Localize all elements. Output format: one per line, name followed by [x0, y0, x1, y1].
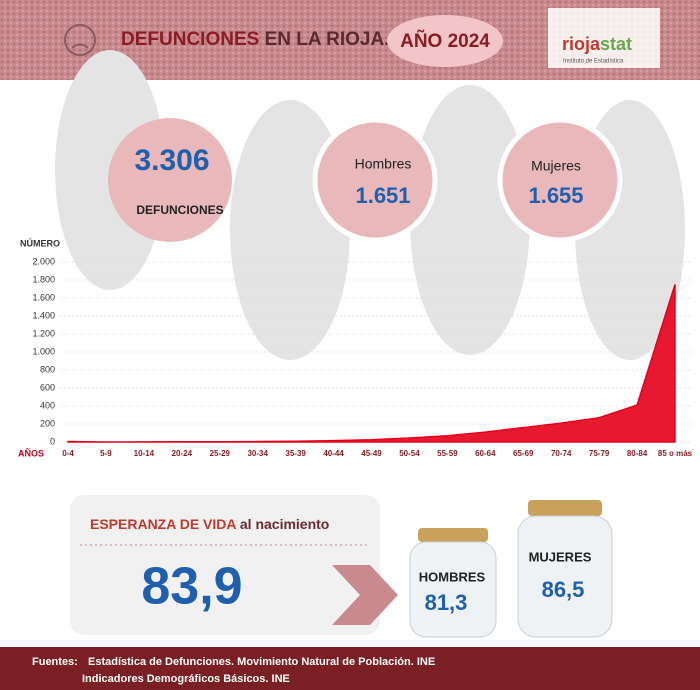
arrow — [332, 565, 398, 625]
men-jar-value: 81,3 — [425, 590, 468, 615]
life-title-part: al nacimiento — [240, 516, 329, 532]
title-part: DEFUNCIONES — [121, 29, 259, 50]
title: DEFUNCIONES EN LA RIOJA. — [121, 29, 390, 50]
women-circle — [497, 117, 623, 243]
life-title-part: ESPERANZA DE VIDA — [90, 516, 236, 532]
x-tick-label: 55-59 — [437, 449, 458, 458]
life-title: ESPERANZA DE VIDA al nacimiento — [90, 516, 329, 532]
x-tick-label: 35-39 — [285, 449, 306, 458]
footer-source: Estadística de Defunciones. Movimiento N… — [88, 656, 435, 668]
x-tick-label: 0-4 — [62, 449, 74, 458]
y-tick-label: 400 — [40, 400, 55, 410]
y-tick-label: 1.200 — [32, 328, 55, 338]
men-circle — [312, 117, 438, 243]
x-tick-label: 80-84 — [627, 449, 648, 458]
total-label: DEFUNCIONES — [136, 203, 223, 217]
y-tick-label: 200 — [40, 418, 55, 428]
y-tick-label: 1.800 — [32, 274, 55, 284]
y-tick-label: 800 — [40, 364, 55, 374]
men-jar — [409, 528, 497, 638]
area — [67, 284, 676, 443]
total-value: 3.306 — [134, 144, 209, 177]
x-tick-label: 10-14 — [134, 449, 155, 458]
logo-subtitle: Instituto de Estadística — [563, 59, 624, 65]
y-tick-label: 1.600 — [32, 292, 55, 302]
total-circle — [108, 118, 232, 242]
men-label: Hombres — [355, 156, 412, 172]
x-tick-label: 30-34 — [247, 449, 268, 458]
logo: riojastat — [562, 34, 632, 54]
x-tick-label: 40-44 — [323, 449, 344, 458]
sad-mouth — [71, 43, 89, 49]
year-badge — [387, 15, 503, 67]
footer-label: Fuentes: — [32, 656, 78, 668]
women-label: Mujeres — [531, 158, 581, 174]
chart: 0 200 400 600 800 1.000 1.200 1.400 1.600 1.800 2.… — [32, 256, 692, 458]
x-tick-label: 20-24 — [172, 449, 193, 458]
life-panel — [70, 495, 380, 635]
women-jar-value: 86,5 — [542, 577, 585, 602]
women-jar-label: MUJERES — [529, 549, 592, 564]
x-tick-label: 70-74 — [551, 449, 572, 458]
x-tick-label: 45-49 — [361, 449, 382, 458]
logo-part: rioja — [562, 34, 601, 54]
y-axis-label: NÚMERO — [20, 237, 60, 248]
y-tick-label: 2.000 — [32, 256, 55, 266]
life-total: 83,9 — [141, 558, 242, 616]
x-tick-label: 85 o más — [658, 449, 693, 458]
logo-part: stat — [600, 34, 632, 54]
year: AÑO 2024 — [400, 30, 490, 52]
men-jar-label: HOMBRES — [419, 569, 486, 584]
y-tick-label: 1.000 — [32, 346, 55, 356]
y-tick-label: 0 — [50, 436, 55, 446]
y-tick-label: 1.400 — [32, 310, 55, 320]
women-jar — [517, 500, 613, 638]
sad-icon — [64, 24, 96, 56]
footer-source: Indicadores Demográficos Básicos. INE — [82, 673, 290, 685]
x-tick-label: 25-29 — [210, 449, 231, 458]
x-tick-label: 5-9 — [100, 449, 112, 458]
x-tick-label: 60-64 — [475, 449, 496, 458]
x-tick-label: 75-79 — [589, 449, 610, 458]
footer-band — [0, 647, 700, 690]
x-tick-label: 50-54 — [399, 449, 420, 458]
y-tick-label: 600 — [40, 382, 55, 392]
men-value: 1.651 — [355, 183, 410, 208]
x-axis-label: AÑOS — [18, 448, 44, 458]
logo-box — [548, 8, 660, 68]
x-tick-label: 65-69 — [513, 449, 534, 458]
title-part: EN LA RIOJA. — [265, 29, 390, 50]
women-value: 1.655 — [528, 183, 583, 208]
